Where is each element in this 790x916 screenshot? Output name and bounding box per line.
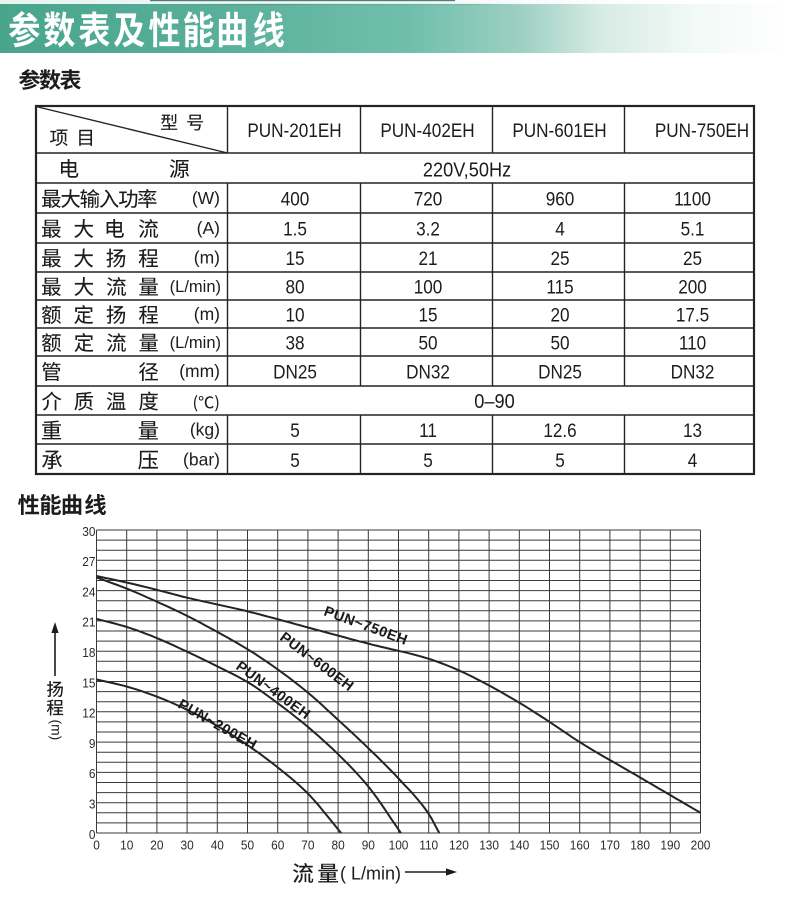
svg-text:(bar): (bar) (183, 450, 220, 470)
svg-text:170: 170 (600, 838, 620, 853)
svg-text:10: 10 (120, 838, 133, 853)
svg-text:DN32: DN32 (406, 360, 450, 382)
svg-text:15: 15 (285, 247, 304, 269)
svg-text:11: 11 (419, 419, 437, 441)
svg-text:9: 9 (89, 736, 96, 751)
svg-text:PUN-750EH: PUN-750EH (655, 119, 749, 141)
svg-text:21: 21 (82, 615, 95, 630)
svg-text:(kg): (kg) (190, 420, 220, 440)
svg-text:180: 180 (630, 838, 650, 853)
svg-text:15: 15 (82, 676, 95, 691)
svg-text:60: 60 (271, 838, 284, 853)
svg-text:50: 50 (418, 331, 437, 353)
svg-text:(m): (m) (49, 720, 64, 741)
svg-text:DN25: DN25 (538, 360, 582, 382)
svg-text:400: 400 (281, 187, 310, 209)
svg-text:(A): (A) (197, 218, 220, 238)
svg-text:1.5: 1.5 (283, 217, 307, 239)
svg-text:( L/min): ( L/min) (340, 864, 401, 884)
svg-text:24: 24 (82, 585, 95, 600)
svg-text:100: 100 (389, 838, 409, 853)
svg-text:4: 4 (555, 217, 565, 239)
svg-text:90: 90 (362, 838, 375, 853)
svg-text:5: 5 (290, 419, 300, 441)
svg-text:17.5: 17.5 (676, 303, 709, 325)
svg-text:200: 200 (678, 275, 707, 297)
svg-text:120: 120 (449, 838, 469, 853)
svg-text:6: 6 (89, 767, 96, 782)
svg-text:50: 50 (550, 331, 569, 353)
svg-text:100: 100 (414, 275, 443, 297)
svg-text:25: 25 (550, 247, 569, 269)
svg-text:13: 13 (683, 419, 702, 441)
svg-text:3: 3 (89, 797, 96, 812)
svg-text:140: 140 (509, 838, 529, 853)
svg-text:5: 5 (290, 449, 300, 471)
svg-text:5: 5 (555, 449, 565, 471)
svg-text:3.2: 3.2 (416, 217, 440, 239)
svg-text:200: 200 (691, 838, 711, 853)
svg-text:1100: 1100 (674, 187, 711, 209)
svg-text:(L/min): (L/min) (170, 334, 221, 352)
svg-text:4: 4 (688, 449, 698, 471)
svg-text:DN25: DN25 (273, 360, 317, 382)
svg-text:18: 18 (82, 645, 95, 660)
svg-text:70: 70 (301, 838, 314, 853)
svg-text:PUN-601EH: PUN-601EH (512, 119, 606, 141)
svg-text:PUN-402EH: PUN-402EH (380, 119, 474, 141)
svg-text:38: 38 (285, 331, 304, 353)
svg-text:160: 160 (570, 838, 590, 853)
svg-text:5.1: 5.1 (681, 217, 705, 239)
svg-text:27: 27 (82, 555, 95, 570)
svg-text:30: 30 (82, 524, 95, 539)
svg-text:0–90: 0–90 (474, 391, 514, 413)
svg-text:(L/min): (L/min) (170, 278, 221, 296)
svg-text:80: 80 (285, 275, 304, 297)
svg-text:(m): (m) (194, 248, 220, 268)
svg-text:220V,50Hz: 220V,50Hz (423, 160, 511, 182)
svg-text:0: 0 (89, 827, 96, 842)
svg-text:40: 40 (211, 838, 224, 853)
svg-text:21: 21 (418, 247, 437, 269)
svg-text:720: 720 (414, 187, 443, 209)
svg-text:25: 25 (683, 247, 702, 269)
svg-text:150: 150 (540, 838, 560, 853)
svg-text:(W): (W) (192, 188, 220, 208)
svg-text:12.6: 12.6 (543, 419, 576, 441)
svg-text:(m): (m) (194, 304, 220, 324)
svg-text:15: 15 (418, 303, 437, 325)
svg-text:80: 80 (331, 838, 344, 853)
svg-text:190: 190 (660, 838, 680, 853)
svg-text:30: 30 (180, 838, 193, 853)
svg-text:110: 110 (419, 838, 438, 853)
svg-text:0: 0 (93, 838, 100, 853)
svg-text:20: 20 (150, 838, 163, 853)
svg-text:10: 10 (285, 303, 304, 325)
svg-text:110: 110 (679, 331, 706, 353)
svg-text:DN32: DN32 (671, 360, 715, 382)
svg-text:115: 115 (546, 275, 573, 297)
svg-text:130: 130 (479, 838, 499, 853)
svg-text:20: 20 (550, 303, 569, 325)
svg-text:50: 50 (241, 838, 254, 853)
svg-text:PUN-201EH: PUN-201EH (247, 119, 341, 141)
svg-text:(mm): (mm) (179, 361, 220, 381)
svg-text:5: 5 (423, 449, 433, 471)
svg-text:12: 12 (82, 706, 95, 721)
svg-text:960: 960 (546, 187, 575, 209)
